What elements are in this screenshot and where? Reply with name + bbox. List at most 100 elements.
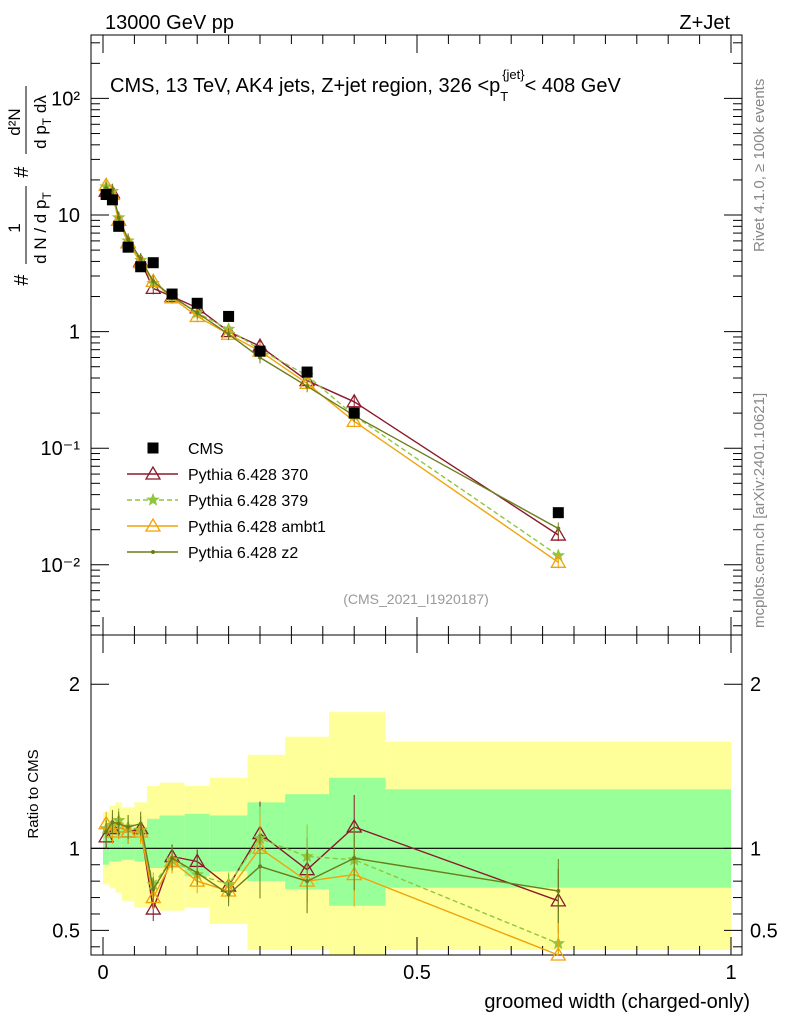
ratio-bands [103,712,731,955]
series-2 [98,176,567,569]
cms-point [135,261,147,273]
legend-item: Pythia 6.428 370 [127,465,308,484]
legend-marker [146,492,160,506]
ratio-y-tick-label: 0.5 [52,920,80,942]
cms-point [191,297,203,309]
legend-item: Pythia 6.428 379 [127,492,308,510]
header-right: Z+Jet [679,12,730,34]
legend-item: CMS [147,441,224,458]
header-left: 13000 GeV pp [105,12,234,34]
series-cms [100,188,564,519]
series-1 [99,179,566,562]
legend-marker [144,465,162,480]
cms-point [100,188,112,200]
ratio-point [145,900,162,915]
cms-point [301,366,313,378]
band-green [209,815,248,872]
data-point [226,332,231,337]
series-line [105,186,559,557]
x-tick-label: 1 [725,962,736,984]
band-green [109,827,116,862]
legend-marker [147,442,159,454]
svg-text:#: # [11,274,33,286]
ratio-point [195,870,200,875]
series-0 [98,182,567,542]
data-point [346,413,363,427]
series-line [105,184,559,563]
legend-label: Pythia 6.428 ambt1 [188,519,326,536]
ratio-y-tick-label-right: 1 [750,838,761,860]
ratio-panel: 0.5 0.5 1 1 2 2 0 0.5 1 Ratio to CMS groomed wid… [25,634,778,1013]
data-point [151,279,156,284]
ratio-y-tick-label-right: 0.5 [750,920,778,942]
legend-marker [144,517,162,532]
data-point [346,393,363,408]
svg-text:d pT dλ: d pT dλ [31,95,54,149]
side-label-top: Rivet 4.1.0, ≥ 100k events [751,79,768,252]
ratio-point [145,889,162,904]
svg-text:d²N: d²N [5,108,24,135]
main-y-tick-label: 10⁻¹ [41,438,81,460]
data-point [138,256,143,261]
legend: CMS Pythia 6.428 370 Pythia 6.428 379 Pythi… [127,441,326,562]
data-point [550,526,567,541]
ratio-y-axis-label: Ratio to CMS [25,749,42,838]
cms-point [106,194,118,206]
ratio-point [170,856,175,861]
ratio-marks [98,795,567,961]
main-y-tick-label: 10² [51,88,80,110]
legend-label: Pythia 6.428 370 [188,467,308,484]
band-green [247,802,286,882]
cms-point [166,288,178,300]
data-point [195,310,200,315]
side-label-bottom: mcplots.cern.ch [arXiv:2401.10621] [751,393,768,628]
main-marks [98,176,567,569]
legend-item: Pythia 6.428 ambt1 [127,517,326,536]
band-green [115,822,122,862]
ratio-y-tick-label-right: 2 [750,674,761,696]
series-line [105,190,559,536]
legend-label: CMS [188,441,224,458]
legend-item: Pythia 6.428 z2 [127,545,298,562]
cms-point [552,507,564,519]
legend-label: Pythia 6.428 379 [188,493,308,510]
x-axis-label: groomed width (charged-only) [484,991,750,1013]
main-axes: 10⁻² 10⁻¹ 1 10 10² [41,35,742,635]
ratio-point [258,864,262,869]
ratio-point [189,872,206,887]
ratio-point [550,946,567,961]
svg-text:d N / d pT: d N / d pT [31,192,54,264]
series-3 [104,182,561,535]
ratio-point [104,823,121,838]
ratio-point [104,829,109,834]
ratio-point [132,823,149,838]
analysis-label: (CMS_2021_I1920187) [343,591,489,607]
ratio-point [556,889,561,893]
svg-text:#: # [11,166,33,178]
main-y-axis-label: # 1 d N / d pT # d²N d pT dλ [5,86,54,286]
data-point [550,554,567,568]
main-panel: CMS, 13 TeV, AK4 jets, Z+jet region, 326… [5,34,743,636]
cms-point [223,310,235,322]
ratio-point [116,821,121,826]
legend-label: Pythia 6.428 z2 [188,545,298,562]
svg-text:1: 1 [5,223,24,232]
ratio-point [151,887,156,892]
ratio-y-tick-label: 2 [69,674,80,696]
cms-point [122,241,134,253]
ratio-point [226,892,231,897]
ratio-point [352,856,357,861]
band-green [146,818,160,869]
data-point [556,526,561,531]
cms-point [113,220,125,232]
data-point [116,215,121,220]
data-point [126,237,131,242]
data-point [305,384,310,389]
ratio-axes: 0.5 0.5 1 1 2 2 0 0.5 1 [52,635,778,984]
ratio-point [138,821,143,826]
main-y-tick-label: 10 [58,205,80,227]
legend-marker [151,550,155,554]
ratio-y-tick-label: 1 [69,838,80,860]
series-line [105,187,559,530]
